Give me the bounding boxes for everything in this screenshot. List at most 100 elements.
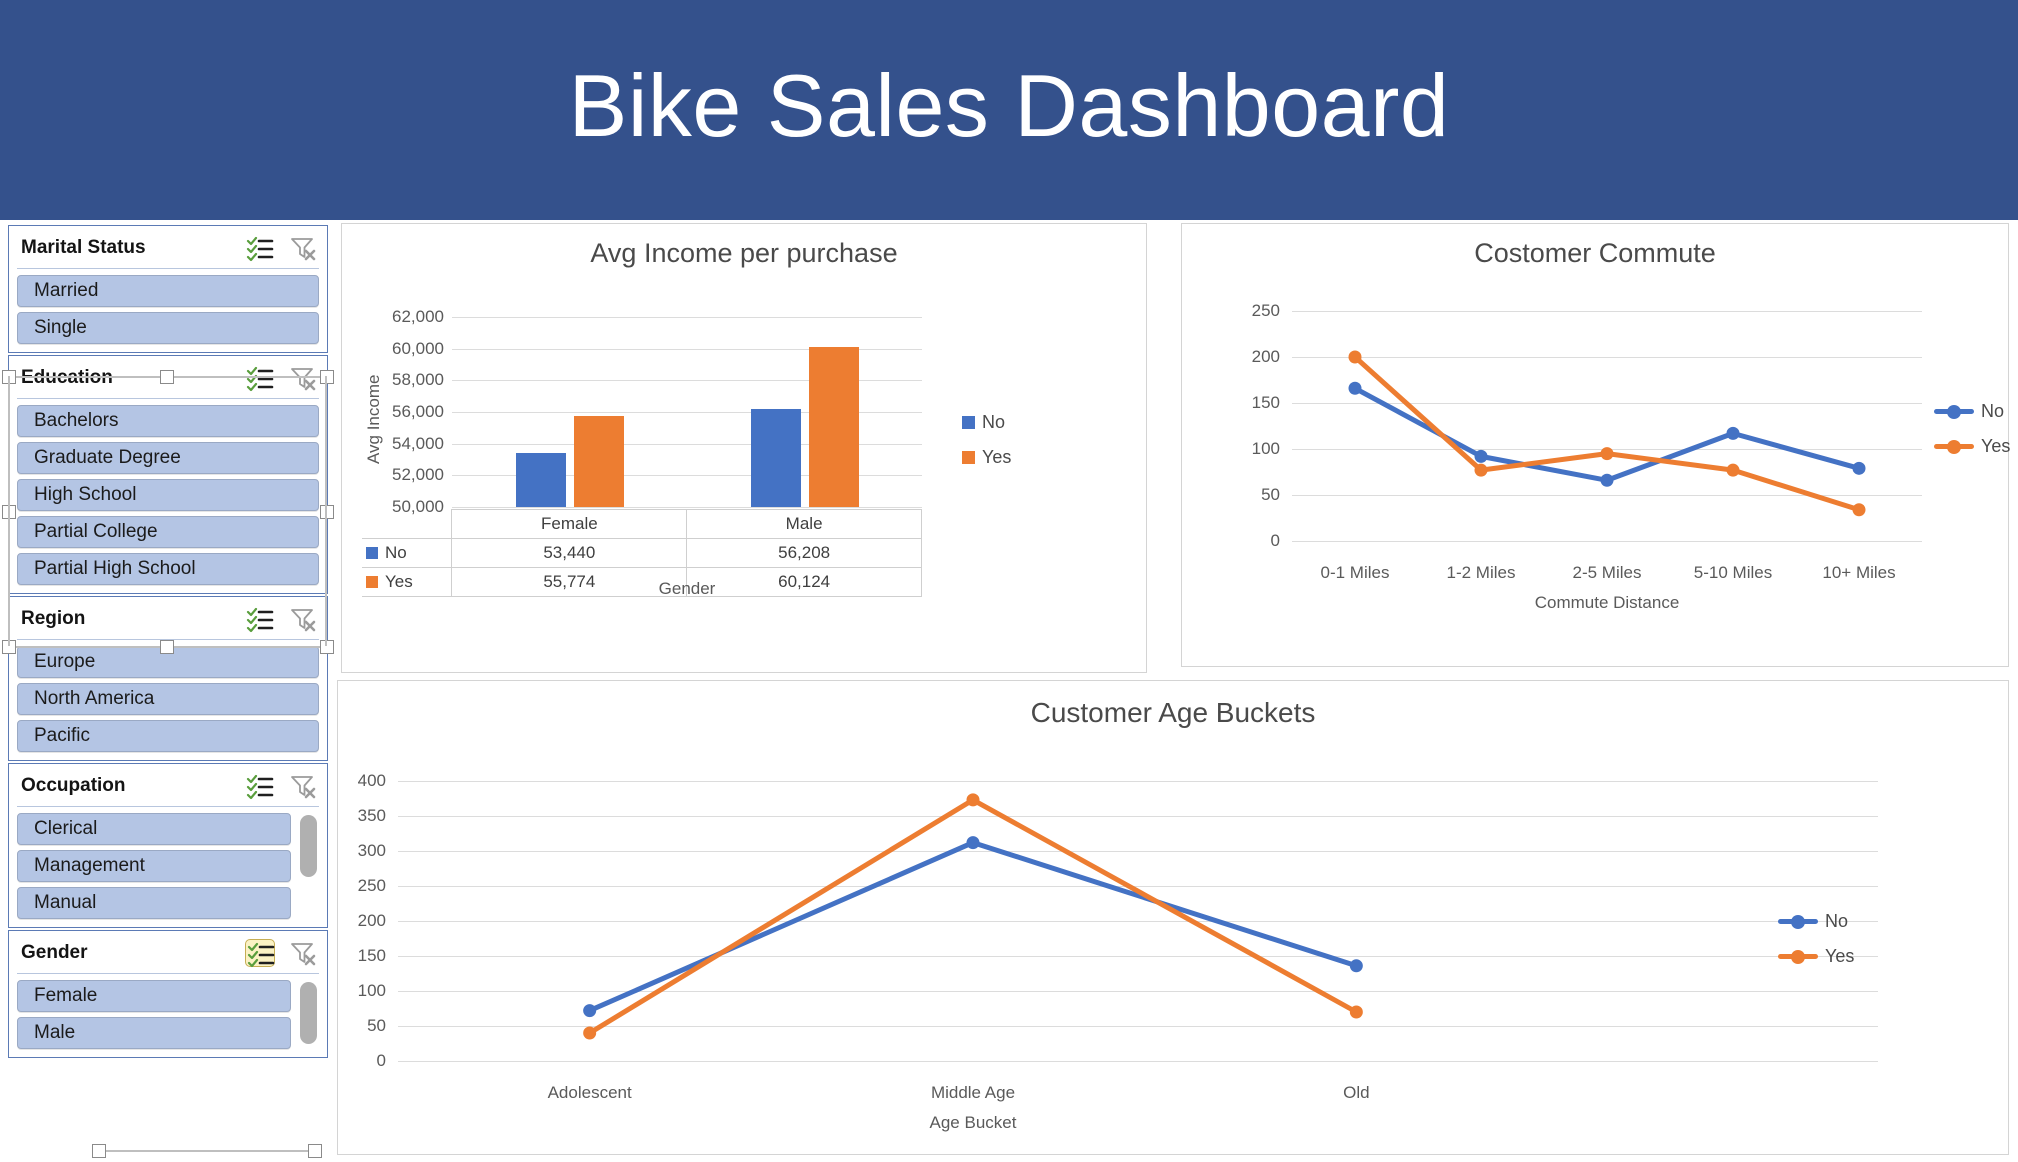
- slicer-item[interactable]: Management: [17, 850, 291, 882]
- slicer-header: Gender: [17, 937, 319, 974]
- bar-female-yes: [573, 415, 624, 507]
- y-axis-tick-label: 350: [357, 806, 386, 825]
- gridline: [398, 816, 1878, 817]
- table-cell: 56,208: [686, 538, 922, 568]
- x-axis-tick-label: 2-5 Miles: [1572, 563, 1642, 582]
- table-row-key-wrap: No: [366, 543, 441, 563]
- x-axis-tick-label: 1-2 Miles: [1446, 563, 1516, 582]
- table-row-key: Yes: [362, 567, 453, 597]
- slicer-item[interactable]: Pacific: [17, 720, 319, 752]
- slicer-education: Education Bachelors Graduate Degree High Sc…: [8, 355, 328, 594]
- legend-item: Yes: [1778, 946, 1854, 967]
- chart-legend: No Yes: [962, 412, 1011, 468]
- x-axis-tick-label: Middle Age: [930, 1083, 1016, 1102]
- slicer-item[interactable]: Clerical: [17, 813, 291, 845]
- slicer-item[interactable]: Bachelors: [17, 405, 319, 437]
- slicer-item[interactable]: Partial High School: [17, 553, 319, 585]
- legend-label: Yes: [1981, 436, 2011, 456]
- slicer-item[interactable]: Female: [17, 980, 291, 1012]
- gridline: [452, 317, 922, 318]
- multi-select-icon[interactable]: [245, 772, 275, 800]
- slicer-item[interactable]: High School: [17, 479, 319, 511]
- line-yes: [587, 797, 1359, 1036]
- data-point-yes: [1349, 1005, 1363, 1019]
- slicer-item[interactable]: Male: [17, 1017, 291, 1049]
- y-axis-tick-label: 50: [367, 1016, 386, 1035]
- gridline: [452, 380, 922, 382]
- chart-panel-customer-age-buckets: Customer Age Buckets 0 50 100 150 200 250 300 3…: [337, 680, 2009, 1155]
- gridline: [398, 781, 1878, 782]
- y-axis-tick-label: 300: [357, 841, 386, 860]
- clear-filter-icon[interactable]: [289, 605, 317, 633]
- gridline: [452, 348, 922, 350]
- legend-item: No: [962, 412, 1011, 433]
- table-row-label: No: [385, 543, 407, 562]
- gridline: [1292, 357, 1922, 358]
- slicer-title: Education: [21, 367, 113, 388]
- slicer-gender: Gender Female Male: [8, 930, 328, 1058]
- y-axis-tick-label: 0: [376, 1051, 386, 1070]
- slicer-items: Married Single: [17, 275, 319, 344]
- legend-swatch-yes: [1934, 444, 1974, 449]
- gridline: [1292, 403, 1922, 404]
- multi-select-icon[interactable]: [245, 605, 275, 633]
- gridline: [452, 475, 922, 477]
- x-axis-title: Gender: [658, 579, 716, 598]
- slicer-items: Bachelors Graduate Degree High School Parti…: [17, 405, 319, 585]
- legend-swatch-yes: [962, 451, 975, 464]
- slicer-item[interactable]: Graduate Degree: [17, 442, 319, 474]
- x-axis-tick-label: Old: [1343, 1083, 1370, 1102]
- clear-filter-icon[interactable]: [289, 939, 317, 967]
- slicer-scrollbar[interactable]: [300, 982, 317, 1044]
- multi-select-icon[interactable]: [245, 234, 275, 262]
- slicer-title: Marital Status: [21, 237, 146, 258]
- x-axis-title: Commute Distance: [1534, 593, 1680, 612]
- multi-select-icon[interactable]: [245, 939, 275, 968]
- gridline: [452, 507, 922, 508]
- data-table: Female Male No 53,440 56,208 Yes 55,774 60,124: [362, 509, 922, 597]
- gridline: [398, 1026, 1878, 1027]
- legend-swatch-no: [962, 416, 975, 429]
- y-axis-tick-label: 62,000: [392, 307, 444, 326]
- y-axis-tick-label: 0: [1270, 531, 1280, 550]
- table-column-header: Female: [451, 509, 688, 539]
- table-row: No 53,440 56,208: [362, 538, 922, 568]
- data-point-yes: [966, 793, 980, 807]
- slicer-title: Gender: [21, 942, 88, 963]
- table-header-row: Female Male: [362, 509, 922, 539]
- slicer-icon-group: [245, 605, 317, 633]
- bar-male-no: [750, 408, 801, 507]
- x-axis-tick-label: 5-10 Miles: [1693, 563, 1773, 582]
- clear-filter-icon[interactable]: [289, 364, 317, 392]
- chart-legend: No Yes: [1778, 911, 1854, 967]
- y-axis-tick-label: 100: [1251, 439, 1280, 458]
- slicer-item[interactable]: North America: [17, 683, 319, 715]
- clear-filter-icon[interactable]: [289, 234, 317, 262]
- legend-label: Yes: [1825, 946, 1855, 966]
- slicer-item[interactable]: Partial College: [17, 516, 319, 548]
- gridline: [452, 412, 922, 413]
- clear-filter-icon[interactable]: [289, 772, 317, 800]
- bar-male-yes: [808, 346, 859, 507]
- legend-label: Yes: [982, 447, 1012, 467]
- y-axis-tick-label: 200: [1251, 347, 1280, 366]
- y-axis-tick-label: 250: [1251, 301, 1280, 320]
- slicer-item[interactable]: Single: [17, 312, 319, 344]
- legend-swatch-no: [366, 547, 378, 559]
- gridline: [1292, 311, 1922, 312]
- gridline: [1292, 541, 1922, 542]
- slicer-item[interactable]: Manual: [17, 887, 291, 919]
- slicer-items: Clerical Management Manual: [17, 813, 319, 919]
- data-point-yes: [1474, 463, 1488, 477]
- slicer-items: Female Male: [17, 980, 319, 1049]
- legend-label: No: [1825, 911, 1849, 931]
- data-point-yes: [1726, 463, 1740, 477]
- slicer-scrollbar[interactable]: [300, 815, 317, 877]
- data-point-no: [1852, 461, 1866, 475]
- gridline: [398, 991, 1878, 992]
- multi-select-icon[interactable]: [245, 364, 275, 392]
- x-axis-tick-label: Adolescent: [547, 1083, 632, 1102]
- data-point-yes: [1348, 350, 1362, 364]
- slicer-item[interactable]: Married: [17, 275, 319, 307]
